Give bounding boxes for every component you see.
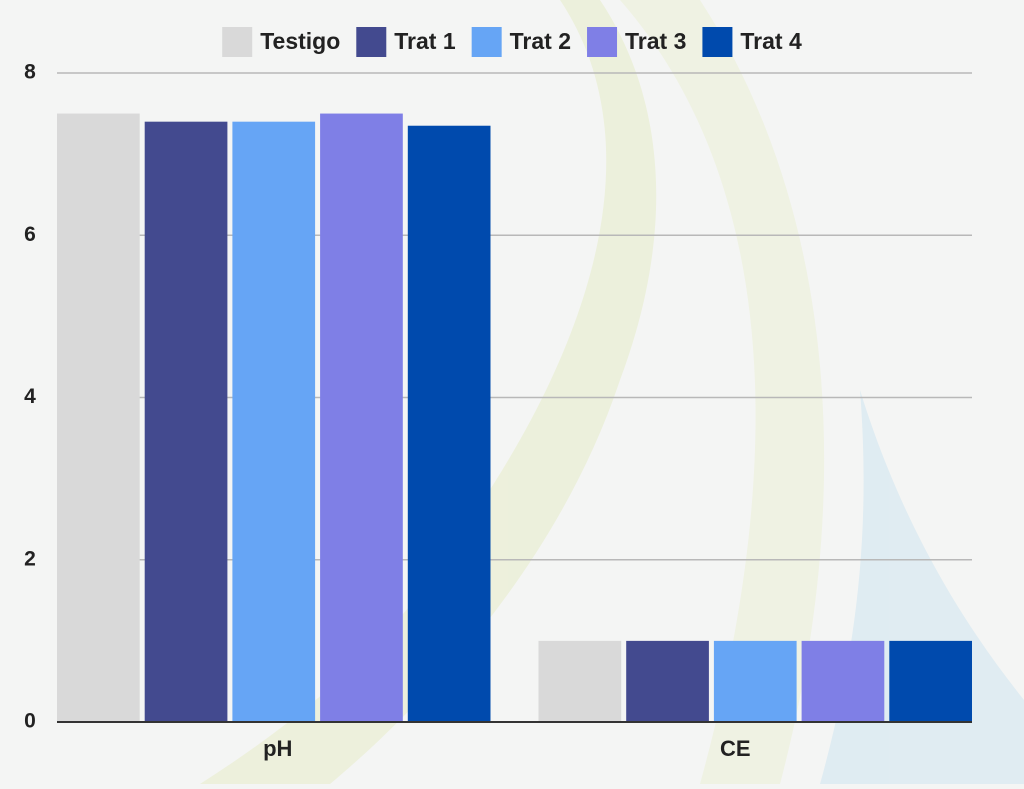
- legend-swatch: [471, 27, 502, 57]
- x-tick-label: CE: [720, 736, 751, 761]
- bar: [626, 640, 709, 722]
- legend-label: Trat 1: [394, 28, 456, 54]
- bar: [232, 121, 316, 723]
- x-tick-label: pH: [263, 736, 292, 761]
- bar: [538, 640, 622, 722]
- bar: [57, 113, 140, 722]
- bar: [407, 125, 491, 722]
- bar: [144, 121, 228, 723]
- y-tick-label: 4: [24, 385, 36, 408]
- legend-label: Trat 2: [510, 28, 571, 54]
- y-tick-label: 0: [24, 710, 36, 733]
- legend-label: Trat 4: [740, 28, 802, 54]
- legend-swatch: [702, 27, 733, 57]
- legend-swatch: [222, 27, 253, 57]
- bar: [713, 640, 797, 722]
- y-tick-label: 2: [24, 547, 36, 570]
- bar: [889, 640, 972, 722]
- bar: [801, 640, 885, 722]
- bar: [320, 113, 403, 722]
- legend-swatch: [356, 27, 387, 57]
- legend-label: Trat 3: [625, 28, 686, 54]
- y-tick-label: 6: [24, 223, 36, 246]
- legend-label: Testigo: [260, 28, 340, 54]
- y-tick-label: 8: [24, 61, 36, 84]
- legend-swatch: [587, 27, 618, 57]
